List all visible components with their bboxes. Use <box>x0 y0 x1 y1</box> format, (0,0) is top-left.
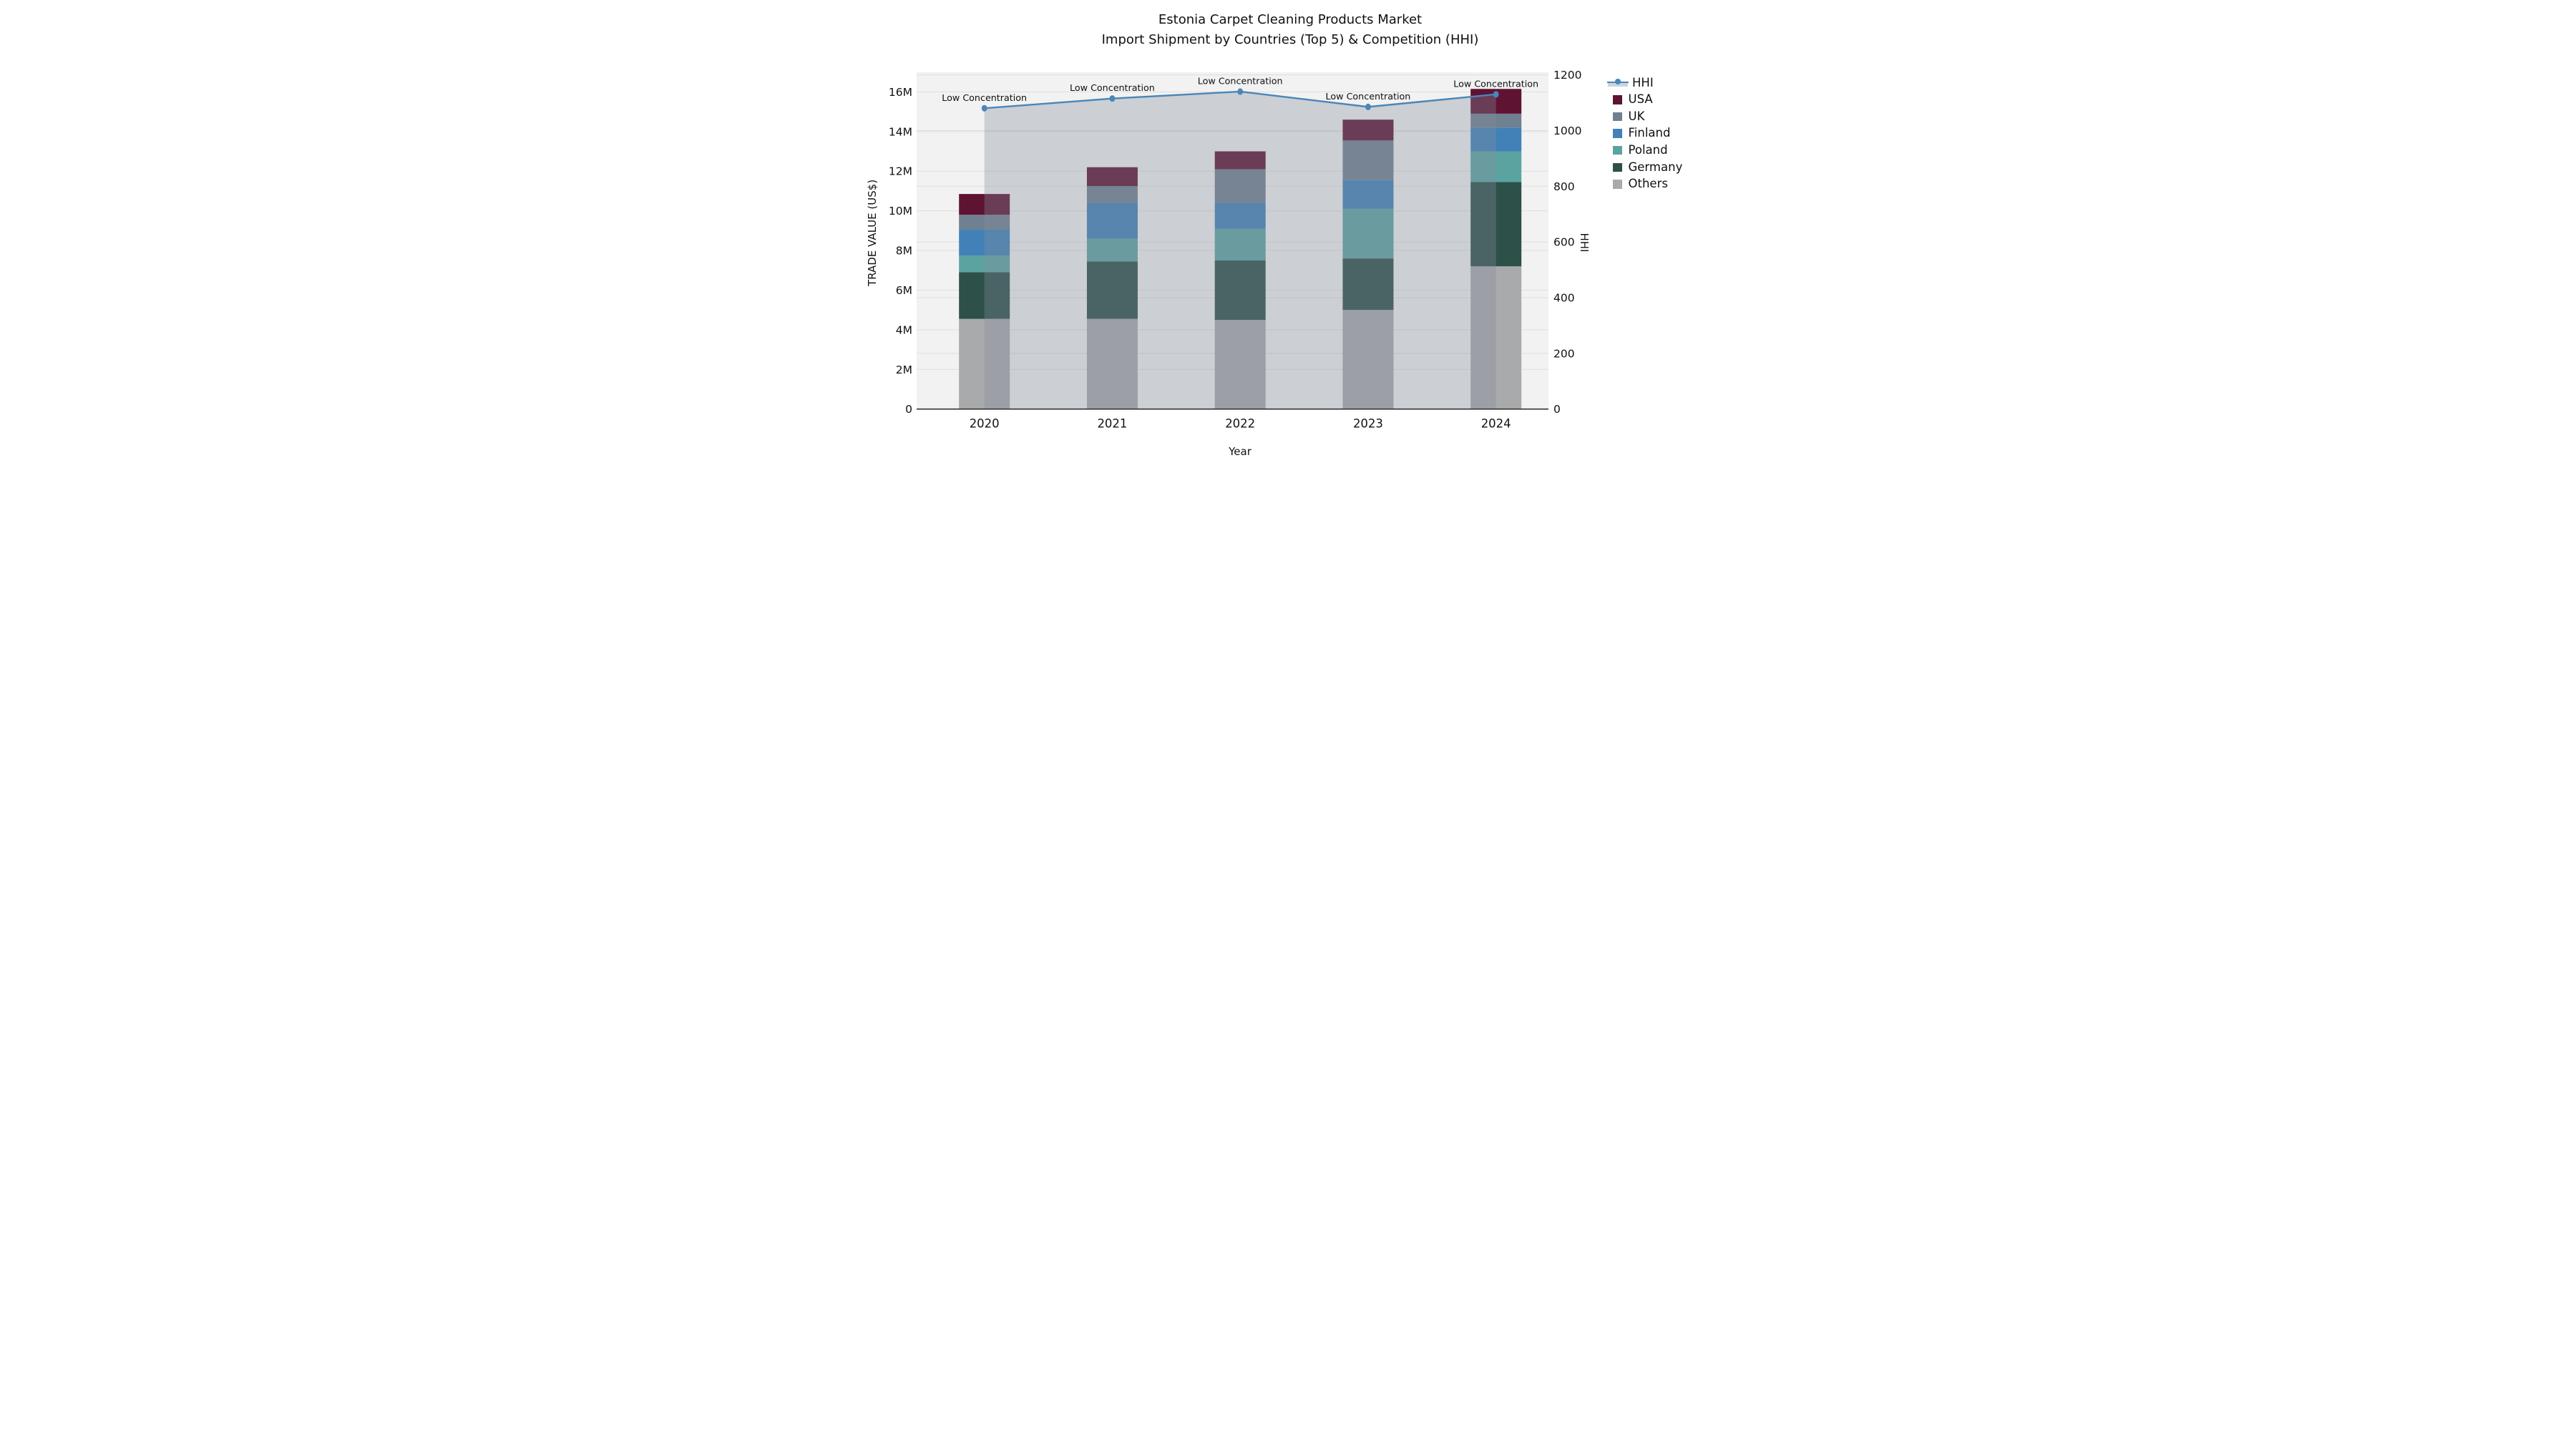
legend-label-finland: Finland <box>1628 126 1671 140</box>
bar-segment-poland-2020 <box>959 255 1010 273</box>
bar-segment-uk-2020 <box>959 215 1010 230</box>
annotation-2021: Low Concentration <box>1070 82 1155 93</box>
bar-segment-germany-2023 <box>1342 258 1394 311</box>
x-tick-2020: 2020 <box>970 417 1000 431</box>
bar-segment-usa-2021 <box>1086 167 1138 187</box>
bar-segment-germany-2020 <box>959 272 1010 319</box>
left-tick-14M: 14M <box>889 125 912 138</box>
legend-label-poland: Poland <box>1628 142 1668 157</box>
x-tick-2023: 2023 <box>1353 417 1383 431</box>
legend-swatch-uk <box>1613 112 1622 122</box>
bar-segment-germany-2022 <box>1214 260 1266 321</box>
right-tick-800: 800 <box>1553 180 1575 193</box>
x-axis-title: Year <box>1229 445 1252 458</box>
bar-segment-poland-2022 <box>1214 228 1266 260</box>
right-tick-0: 0 <box>1553 403 1561 416</box>
right-tick-200: 200 <box>1553 347 1575 360</box>
bar-segment-usa-2022 <box>1214 151 1266 170</box>
legend-swatch-poland <box>1613 145 1622 155</box>
bar-segment-germany-2024 <box>1470 182 1522 267</box>
left-tick-12M: 12M <box>889 165 912 178</box>
x-tick-2021: 2021 <box>1097 417 1127 431</box>
legend: HHI USA UK Finland Poland Germany Others <box>1607 74 1682 193</box>
bar-segment-poland-2021 <box>1086 238 1138 262</box>
legend-item-poland: Poland <box>1613 142 1682 159</box>
right-tick-1000: 1000 <box>1553 125 1581 137</box>
hhi-marker-2024 <box>1493 91 1499 98</box>
left-tick-16M: 16M <box>889 86 912 99</box>
right-tick-400: 400 <box>1553 291 1575 304</box>
hhi-marker-2020 <box>981 104 987 112</box>
left-tick-6M: 6M <box>896 284 912 297</box>
bar-segment-finland-2021 <box>1086 203 1138 239</box>
bar-segment-usa-2023 <box>1342 119 1394 141</box>
annotation-2022: Low Concentration <box>1198 75 1283 86</box>
chart-title-line1: Estonia Carpet Cleaning Products Market <box>1158 12 1423 27</box>
left-tick-8M: 8M <box>896 245 912 258</box>
bar-segment-others-2020 <box>959 318 1010 409</box>
chart-figure: Estonia Carpet Cleaning Products Market … <box>859 0 1717 483</box>
left-tick-10M: 10M <box>889 205 912 218</box>
chart-title: Estonia Carpet Cleaning Products Market … <box>947 10 1634 50</box>
hhi-marker-2021 <box>1109 95 1116 102</box>
legend-label-germany: Germany <box>1628 160 1683 174</box>
bar-segment-poland-2024 <box>1470 151 1522 182</box>
chart-title-line2: Import Shipment by Countries (Top 5) & C… <box>1101 31 1479 47</box>
legend-label-others: Others <box>1628 177 1668 191</box>
legend-item-germany: Germany <box>1613 159 1682 176</box>
bar-segment-uk-2024 <box>1470 113 1522 128</box>
bar-segment-finland-2024 <box>1470 127 1522 152</box>
bar-segment-finland-2023 <box>1342 180 1394 209</box>
bar-segment-others-2021 <box>1086 318 1138 409</box>
annotation-2023: Low Concentration <box>1326 91 1411 102</box>
left-axis-title: TRADE VALUE (US$) <box>866 179 879 286</box>
left-tick-4M: 4M <box>896 323 912 336</box>
right-axis-title: HHI <box>1578 233 1591 253</box>
left-tick-2M: 2M <box>896 364 912 376</box>
hhi-legend-marker-icon <box>1607 78 1629 87</box>
x-tick-2024: 2024 <box>1481 417 1511 431</box>
bar-segment-usa-2020 <box>959 194 1010 215</box>
bar-segment-germany-2021 <box>1086 261 1138 319</box>
bar-segment-finland-2020 <box>959 229 1010 255</box>
bar-segment-uk-2021 <box>1086 186 1138 203</box>
x-tick-2022: 2022 <box>1225 417 1255 431</box>
legend-label-uk: UK <box>1628 109 1645 123</box>
bar-segment-others-2024 <box>1470 266 1522 409</box>
bar-segment-uk-2023 <box>1342 140 1394 180</box>
annotation-2020: Low Concentration <box>942 92 1027 103</box>
bar-segment-others-2022 <box>1214 320 1266 409</box>
hhi-area-fill <box>984 91 1496 409</box>
bar-segment-uk-2022 <box>1214 169 1266 203</box>
legend-label-hhi: HHI <box>1632 75 1654 89</box>
hhi-marker-2023 <box>1365 103 1371 110</box>
right-tick-600: 600 <box>1553 236 1575 249</box>
legend-item-usa: USA <box>1613 92 1682 109</box>
annotation-2024: Low Concentration <box>1453 78 1538 89</box>
legend-swatch-germany <box>1613 162 1622 172</box>
hhi-marker-2022 <box>1237 88 1244 95</box>
bar-segment-poland-2023 <box>1342 208 1394 259</box>
right-tick-1200: 1200 <box>1553 69 1581 82</box>
plot-area-svg: Low Concentration Low Concentration Low Co… <box>889 69 1582 431</box>
bar-segment-finland-2022 <box>1214 203 1266 229</box>
legend-item-finland: Finland <box>1613 125 1682 142</box>
legend-item-hhi: HHI <box>1607 74 1682 92</box>
legend-item-uk: UK <box>1613 108 1682 125</box>
bar-segment-others-2023 <box>1342 310 1394 409</box>
legend-swatch-others <box>1613 180 1622 189</box>
legend-label-usa: USA <box>1628 92 1653 107</box>
legend-item-others: Others <box>1613 176 1682 193</box>
left-tick-0: 0 <box>905 403 912 416</box>
legend-swatch-usa <box>1613 95 1622 104</box>
legend-swatch-finland <box>1613 129 1622 138</box>
